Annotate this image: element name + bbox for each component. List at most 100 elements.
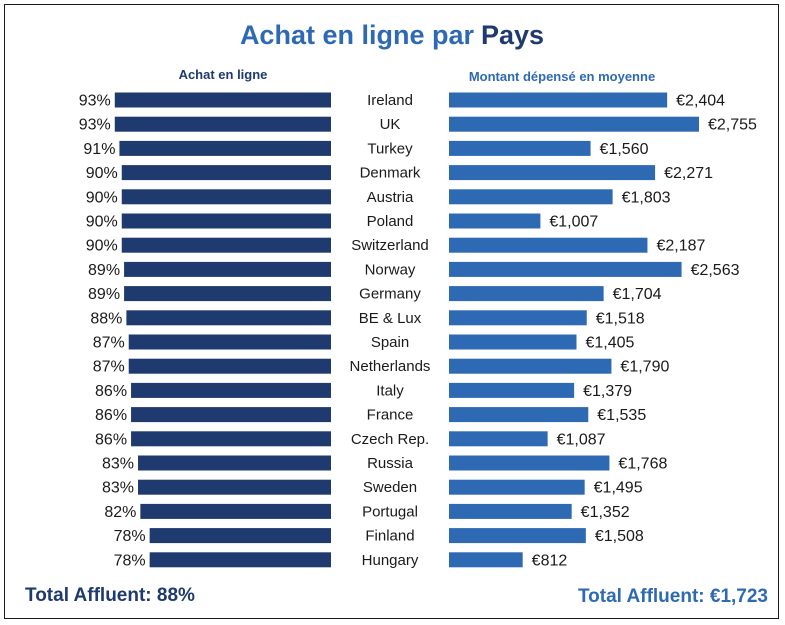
right-value-label: €1,495 — [594, 480, 643, 497]
right-value-label: €1,560 — [600, 141, 649, 158]
left-value-label: 83% — [102, 456, 134, 473]
left-bar — [114, 116, 332, 132]
right-bar — [449, 165, 656, 181]
left-value-label: 93% — [79, 117, 111, 134]
country-label: Spain — [371, 334, 409, 351]
left-bar — [131, 382, 331, 398]
right-bar — [449, 503, 572, 519]
left-series-title: Achat en ligne — [179, 67, 268, 82]
right-value-label: €2,755 — [708, 117, 757, 134]
chart-title-part2: Pays — [481, 20, 544, 50]
right-bar — [449, 479, 585, 495]
left-bar — [119, 140, 331, 156]
right-value-label: €2,271 — [664, 165, 713, 182]
left-value-label: 90% — [86, 165, 118, 182]
total-right: Total Affluent: €1,723 — [578, 586, 768, 607]
left-bar — [131, 431, 331, 447]
left-value-label: 87% — [93, 359, 125, 376]
right-value-label: €2,187 — [656, 238, 705, 255]
right-value-label: €812 — [532, 552, 568, 569]
left-bar — [131, 407, 331, 423]
left-bar — [121, 213, 331, 229]
left-bar — [149, 528, 331, 544]
right-bar — [449, 140, 591, 156]
right-value-label: €1,405 — [585, 335, 634, 352]
right-value-label: €1,007 — [549, 214, 598, 231]
left-value-label: 91% — [83, 141, 115, 158]
country-label: Finland — [365, 528, 414, 545]
right-series-title: Montant dépensé en moyenne — [469, 69, 655, 84]
right-bar — [449, 552, 523, 568]
left-bar — [124, 286, 331, 302]
country-label: Sweden — [363, 479, 417, 496]
right-value-label: €1,518 — [596, 310, 645, 327]
right-value-label: €1,508 — [595, 528, 644, 545]
left-value-label: 90% — [86, 189, 118, 206]
left-value-label: 90% — [86, 214, 118, 231]
right-value-label: €2,563 — [691, 262, 740, 279]
country-label: Hungary — [362, 552, 419, 569]
left-bar — [126, 310, 332, 326]
left-value-label: 86% — [95, 407, 127, 424]
left-value-label: 93% — [79, 93, 111, 110]
chart-title-part1: Achat en ligne par — [240, 20, 475, 50]
country-label: Norway — [365, 261, 416, 278]
left-bar — [121, 237, 331, 253]
right-value-label: €1,790 — [620, 359, 669, 376]
right-value-label: €2,404 — [676, 93, 725, 110]
right-bar — [449, 334, 577, 350]
left-bar — [128, 358, 331, 374]
left-bar — [138, 479, 331, 495]
left-bar — [149, 552, 331, 568]
country-label: Switzerland — [351, 237, 429, 254]
left-value-label: 90% — [86, 238, 118, 255]
country-label: Denmark — [360, 165, 421, 182]
left-bar — [124, 261, 331, 277]
right-bar — [449, 237, 648, 253]
right-bar — [449, 528, 586, 544]
left-bar — [121, 189, 331, 205]
right-bar — [449, 382, 575, 398]
right-value-label: €1,087 — [557, 431, 606, 448]
right-bar — [449, 431, 548, 447]
right-bar — [449, 358, 612, 374]
chart-title: Achat en ligne par Pays — [240, 20, 544, 50]
country-label: Czech Rep. — [351, 431, 429, 448]
total-left: Total Affluent: 88% — [25, 585, 195, 606]
right-bar — [449, 189, 613, 205]
right-bar — [449, 213, 541, 229]
right-value-label: €1,768 — [618, 456, 667, 473]
left-value-label: 86% — [95, 431, 127, 448]
left-value-label: 88% — [90, 310, 122, 327]
left-value-label: 86% — [95, 383, 127, 400]
right-bar — [449, 407, 589, 423]
left-value-label: 89% — [88, 262, 120, 279]
country-label: France — [367, 407, 414, 424]
left-bar — [140, 503, 331, 519]
left-value-label: 89% — [88, 286, 120, 303]
left-value-label: 78% — [114, 552, 146, 569]
country-label: Poland — [367, 213, 414, 230]
country-label: Austria — [367, 189, 414, 206]
right-bar — [449, 455, 610, 471]
right-value-label: €1,352 — [581, 504, 630, 521]
left-bar — [128, 334, 331, 350]
left-value-label: 87% — [93, 335, 125, 352]
country-label: Netherlands — [350, 358, 431, 375]
left-bar — [114, 92, 332, 108]
country-label: BE & Lux — [359, 310, 422, 327]
country-label: Italy — [376, 382, 404, 399]
right-bar — [449, 286, 604, 302]
right-bar — [449, 92, 668, 108]
right-value-label: €1,704 — [613, 286, 662, 303]
left-value-label: 82% — [104, 504, 136, 521]
right-bar — [449, 116, 699, 132]
country-label: Germany — [359, 286, 421, 303]
left-value-label: 83% — [102, 480, 134, 497]
left-bar — [121, 165, 331, 181]
left-value-label: 78% — [114, 528, 146, 545]
left-bar — [138, 455, 331, 471]
right-bar — [449, 310, 587, 326]
right-bar — [449, 261, 682, 277]
